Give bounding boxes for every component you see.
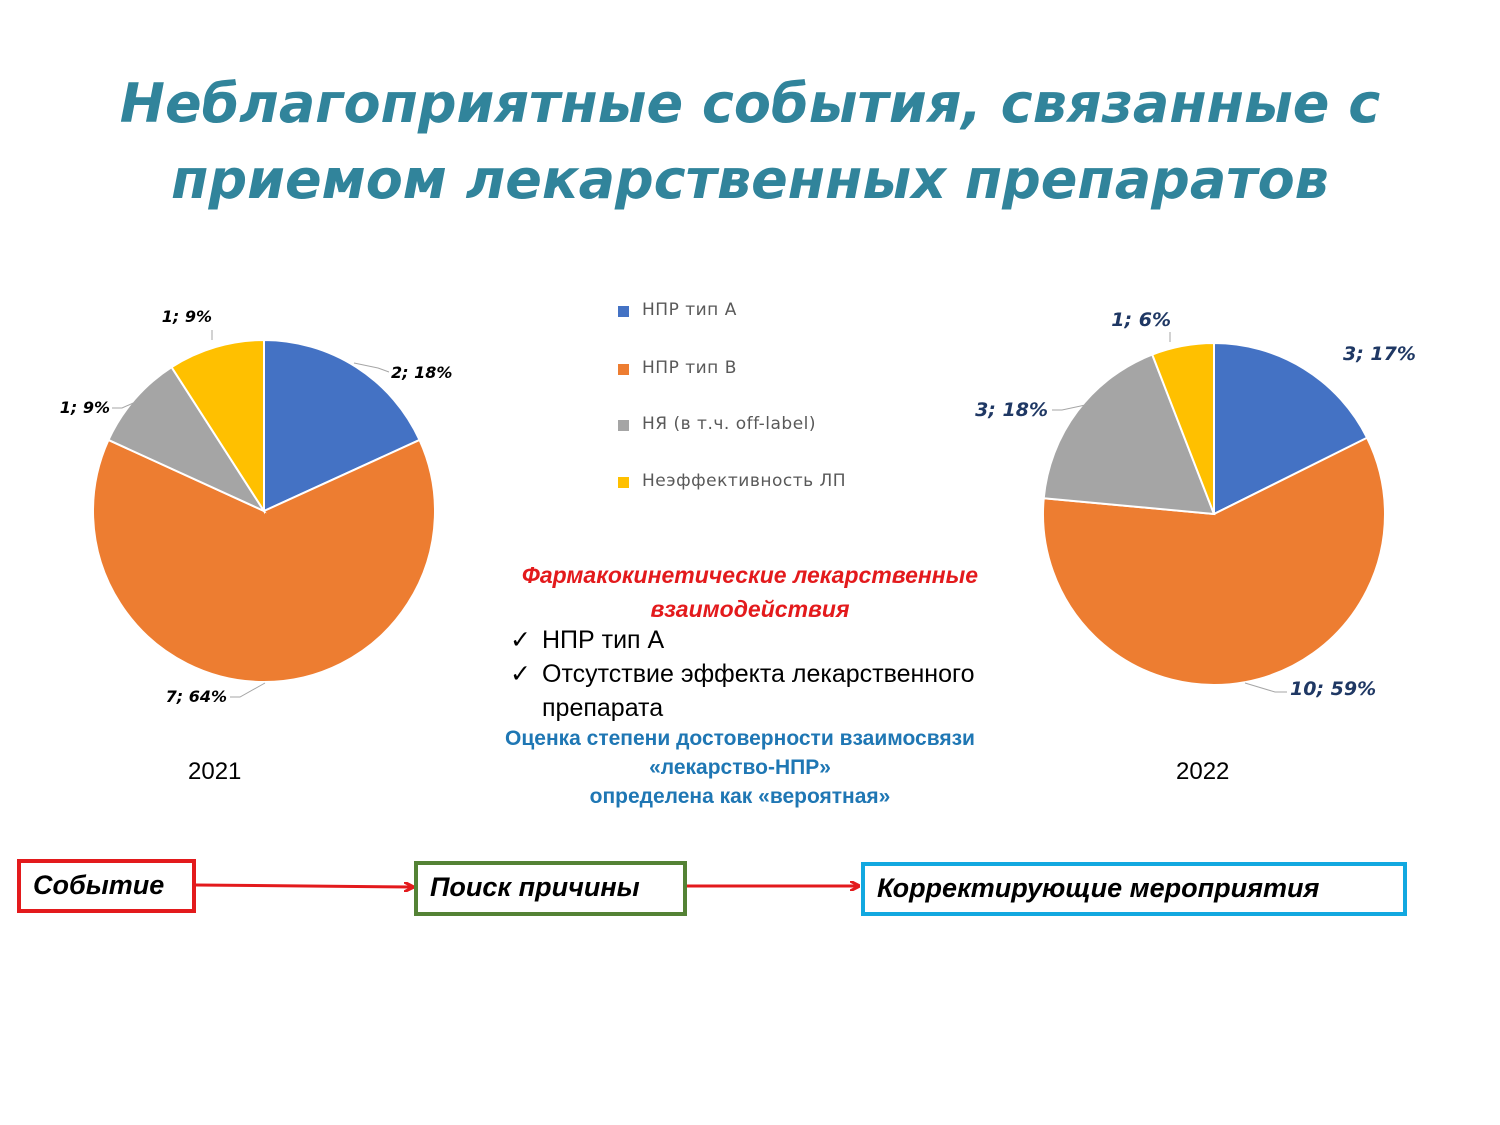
legend-swatch-inefficacy — [618, 477, 629, 488]
pk-title-line-1: Фармакокинетические лекарственные — [521, 562, 979, 588]
pie-slice-2022-2 — [1042, 353, 1216, 516]
assessment-line-2: «лекарство-НПР» — [649, 756, 831, 779]
year-label-2021: 2021 — [188, 758, 242, 785]
legend-label-ny: НЯ (в т.ч. off-label) — [642, 414, 817, 434]
title-line-2: приемом лекарственных препаратов — [171, 148, 1329, 211]
pie-slice-2021-0 — [263, 338, 421, 513]
pie-slice-2021-1 — [92, 438, 436, 683]
checkmark-icon: ✓ — [510, 660, 531, 688]
data-label-2021-1: 7; 64% — [166, 687, 227, 706]
check-item-text-line-1: Отсутствие эффекта лекарственного — [542, 660, 975, 688]
pie-slice-2021-3 — [170, 338, 265, 515]
data-label-2022-2: 3; 18% — [975, 399, 1048, 421]
leader-line-2021-0 — [353, 362, 390, 373]
assessment-line-3: определена как «вероятная» — [589, 785, 891, 808]
pie-slice-2022-3 — [1150, 341, 1215, 515]
data-label-2022-1: 10; 59% — [1290, 678, 1376, 700]
legend-swatch-ny — [618, 420, 629, 431]
pie-slice-2022-0 — [1213, 341, 1369, 516]
legend-label-npr-a: НПР тип А — [642, 300, 737, 320]
legend-swatch-npr-a — [618, 306, 629, 317]
title-line-1: Неблагоприятные события, связанные с — [119, 72, 1381, 135]
data-label-2021-2: 1; 9% — [60, 398, 110, 417]
assessment-line-1: Оценка степени достоверности взаимосвязи — [505, 727, 975, 750]
assessment-text: Оценка степени достоверности взаимосвязи… — [440, 724, 1040, 811]
legend-swatch-npr-b — [618, 364, 629, 375]
data-label-2022-3: 1; 6% — [1111, 309, 1171, 331]
page-title: Неблагоприятные события, связанные с при… — [0, 66, 1500, 218]
check-item-text: Отсутствие эффекта лекарственного препар… — [542, 657, 1062, 725]
check-item-text-line-2: препарата — [542, 694, 664, 722]
data-label-2022-0: 3; 17% — [1343, 343, 1416, 365]
flow-arrow-1 — [195, 885, 412, 887]
legend-label-inefficacy: Неэффективность ЛП — [642, 471, 847, 491]
leader-line-2022-2 — [1052, 403, 1091, 411]
leader-line-2021-1 — [230, 682, 266, 698]
pie-slice-2022-1 — [1042, 436, 1386, 687]
data-label-2021-0: 2; 18% — [391, 363, 452, 382]
leader-line-2021-2 — [112, 399, 141, 409]
checkmark-icon: ✓ — [510, 626, 531, 654]
year-label-2022: 2022 — [1176, 758, 1230, 785]
flow-step-cause-search: Поиск причины — [414, 861, 687, 916]
flow-step-corrective-actions: Корректирующие мероприятия — [861, 862, 1407, 916]
pk-title: Фармакокинетические лекарственные взаимо… — [440, 558, 1060, 626]
pie-slice-2021-2 — [107, 365, 267, 514]
leader-line-2022-1 — [1244, 682, 1287, 693]
pk-title-line-2: взаимодействия — [650, 596, 850, 622]
data-label-2021-3: 1; 9% — [162, 307, 212, 326]
flow-step-event: Событие — [17, 859, 196, 913]
check-item-text: НПР тип А — [542, 626, 665, 654]
legend-label-npr-b: НПР тип В — [642, 358, 737, 378]
